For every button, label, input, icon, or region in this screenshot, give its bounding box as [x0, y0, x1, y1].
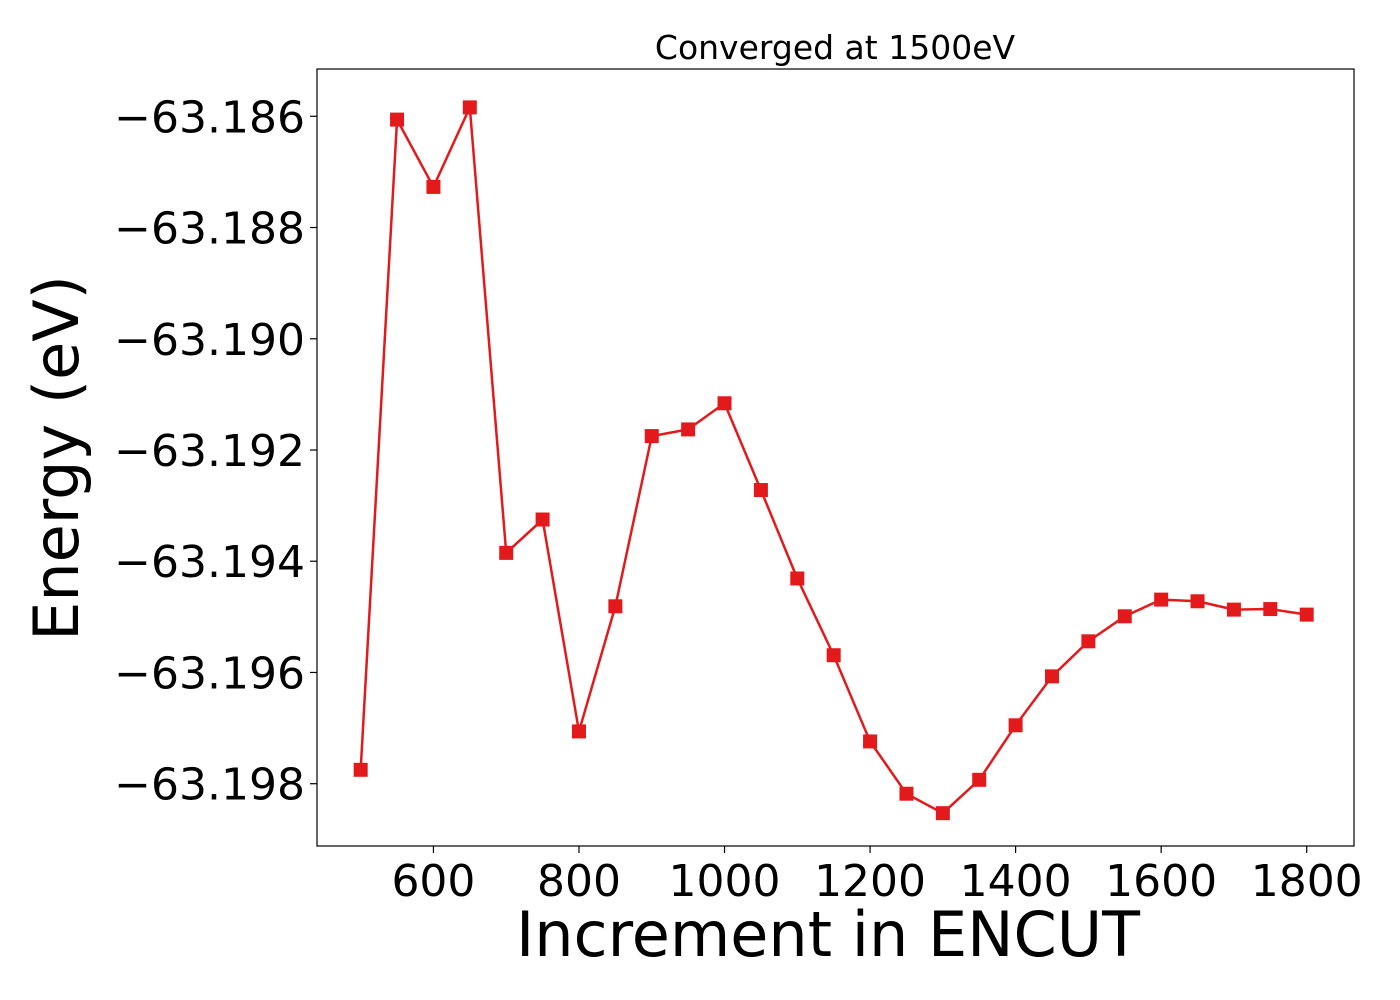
data-point-marker	[681, 422, 696, 437]
data-point-marker	[390, 112, 405, 127]
y-tick-label: −63.188	[114, 204, 305, 255]
data-point-marker	[1190, 594, 1205, 609]
y-tick-label: −63.190	[114, 315, 305, 366]
data-point-marker	[790, 571, 805, 586]
data-point-marker	[1008, 718, 1023, 733]
data-point-marker	[1299, 607, 1314, 622]
data-point-marker	[1081, 634, 1096, 649]
y-tick-label: −63.194	[114, 537, 305, 588]
x-tick-label: 1200	[814, 856, 926, 907]
x-axis: 600 800 1000 1200 1400 1600 1800	[391, 846, 1363, 907]
y-tick-label: −63.186	[114, 92, 305, 143]
x-tick-label: 1400	[960, 856, 1072, 907]
plot-frame	[316, 68, 1355, 847]
data-point-marker	[972, 772, 987, 787]
data-point-marker	[571, 724, 586, 739]
data-point-marker	[863, 734, 878, 749]
y-tick-label: −63.196	[114, 648, 305, 699]
y-axis-title: Energy (eV)	[20, 275, 93, 641]
x-tick-label: 600	[391, 856, 475, 907]
data-point-marker	[644, 429, 659, 444]
data-point-marker	[1263, 602, 1278, 617]
data-point-marker	[353, 762, 368, 777]
data-point-marker	[462, 100, 477, 115]
data-point-marker	[499, 545, 514, 560]
x-tick-label: 1000	[669, 856, 781, 907]
data-point-marker	[1117, 609, 1132, 624]
data-point-marker	[826, 648, 841, 663]
x-tick-label: 1800	[1251, 856, 1363, 907]
data-point-marker	[899, 786, 914, 801]
x-axis-title: Increment in ENCUT	[516, 898, 1141, 971]
y-tick-label: −63.198	[114, 760, 305, 811]
chart-title: Converged at 1500eV	[655, 28, 1016, 67]
data-point-marker	[1226, 602, 1241, 617]
x-tick-label: 1600	[1105, 856, 1217, 907]
data-point-marker	[1154, 592, 1169, 607]
data-point-marker	[608, 599, 623, 614]
data-point-marker	[426, 179, 441, 194]
data-point-marker	[535, 512, 550, 527]
y-axis: −63.186 −63.188 −63.190 −63.192 −63.194 −63.1…	[114, 92, 317, 811]
x-tick-label: 800	[537, 856, 621, 907]
data-point-marker	[1044, 669, 1059, 684]
data-point-marker	[935, 806, 950, 821]
data-point-marker	[717, 396, 732, 411]
series-layer	[353, 100, 1314, 821]
y-tick-label: −63.192	[114, 426, 305, 477]
data-point-marker	[753, 483, 768, 498]
